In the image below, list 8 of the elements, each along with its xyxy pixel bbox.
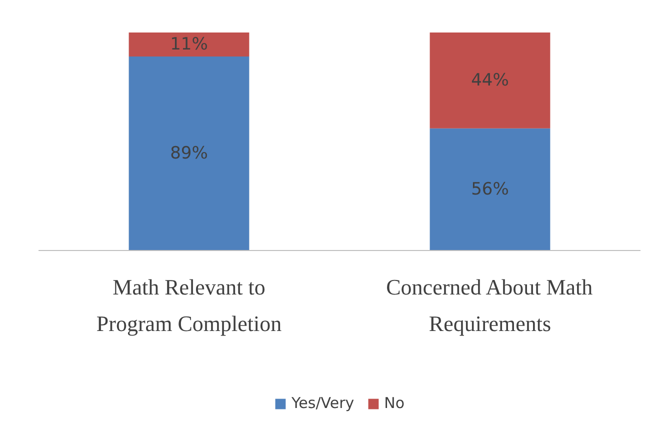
data-label: 89% bbox=[170, 143, 208, 164]
legend-label: Yes/Very bbox=[291, 394, 354, 412]
legend-label: No bbox=[384, 394, 405, 412]
data-label: 11% bbox=[170, 34, 208, 54]
data-label: 44% bbox=[471, 70, 509, 90]
data-label: 56% bbox=[471, 179, 509, 200]
x-tick-label: Math Relevant to Program Completion bbox=[96, 274, 282, 336]
x-tick-label: Concerned About Math Requirements bbox=[386, 274, 593, 336]
